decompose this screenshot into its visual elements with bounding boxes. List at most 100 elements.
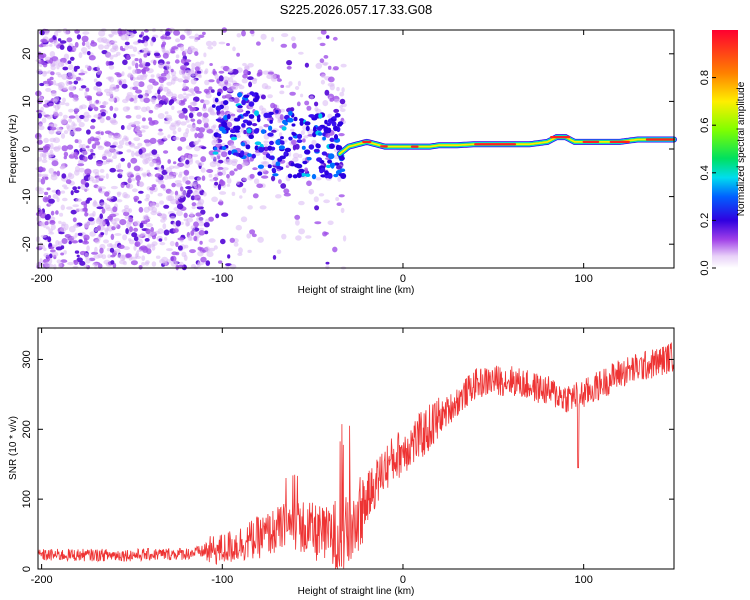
spectrogram-cell (151, 184, 157, 188)
spectrogram-cell (122, 192, 128, 199)
spectrogram-cell (166, 81, 173, 86)
spectrogram-cell (110, 233, 115, 240)
spectrogram-cell (272, 255, 277, 260)
spectrogram-cell (337, 176, 342, 182)
spectrogram-cell (72, 204, 79, 208)
spectrogram-cell (38, 44, 44, 48)
spectrogram-cell (302, 160, 308, 165)
spectrogram-cell (73, 189, 80, 194)
spectrogram-cell (332, 36, 338, 41)
spectrogram-cell (138, 181, 145, 187)
spectrogram-cell (164, 36, 172, 40)
spectrogram-cell (193, 86, 200, 93)
spectrogram-cell (109, 147, 115, 152)
spectrogram-cell (66, 37, 73, 43)
spectrogram-cell (258, 146, 264, 153)
spectrogram-cell (83, 202, 88, 209)
spectrogram-cell (42, 153, 47, 158)
spectrogram-cell (73, 224, 80, 228)
spectrogram-cell (60, 204, 65, 211)
spectrogram-cell (199, 60, 205, 65)
spectrogram-cell (284, 139, 288, 143)
spectrogram-cell (92, 137, 100, 142)
spectrogram-cell (144, 157, 150, 164)
spectrogram-cell (175, 241, 179, 247)
spectrogram-cell (328, 143, 335, 149)
spectrogram-cell (107, 215, 113, 221)
spectrogram-cell (304, 169, 308, 173)
spectrogram-cell (306, 180, 312, 187)
spectrogram-cell (62, 97, 66, 103)
spectrogram-cell (209, 178, 215, 182)
spectrogram-cell (109, 247, 115, 253)
spectrogram-cell (130, 260, 138, 266)
spectrogram-cell (324, 89, 330, 96)
spectrogram-cell (249, 229, 256, 235)
spectrogram-cell (142, 73, 148, 78)
spectrogram-cell (50, 90, 57, 97)
spectrogram-cell (82, 208, 87, 212)
spectrogram-cell (142, 117, 146, 122)
spectrogram-cell (42, 44, 49, 47)
spectrogram-cell (268, 125, 273, 131)
spectrogram-cell (300, 93, 304, 98)
spectrogram-cell (68, 131, 76, 136)
spectrogram-cell (160, 218, 166, 223)
spectrogram-cell (93, 106, 99, 112)
spectrogram-cell (281, 126, 287, 131)
spectrogram-cell (200, 256, 207, 263)
spectrogram-cell (233, 117, 241, 122)
spectrogram-cell (309, 95, 314, 99)
spectrogram-cell (198, 127, 205, 133)
spectrogram-cell (323, 62, 328, 66)
spectrogram-cell (170, 255, 177, 262)
spectrogram-cell (245, 144, 251, 150)
spectrogram-cell (211, 196, 219, 203)
spectrogram-cell (138, 190, 144, 194)
spectrogram-cell (86, 245, 90, 252)
spectrogram-cell (180, 156, 185, 163)
spectrogram-cell (73, 259, 79, 265)
spectrogram-cell (43, 247, 47, 252)
spectrogram-cell (162, 261, 168, 266)
spectrogram-cell (175, 38, 181, 43)
spectrogram-cell (336, 165, 342, 170)
spectrogram-cell (44, 83, 50, 87)
spectrogram-cell (245, 110, 251, 115)
spectrogram-cell (302, 138, 306, 143)
spectrogram-cell (88, 99, 93, 106)
spectrogram-cell (87, 96, 92, 100)
spectrogram-cell (289, 91, 296, 96)
spectrogram-cell (82, 31, 90, 35)
spectrogram-cell (82, 51, 88, 55)
spectrogram-cell (333, 108, 340, 113)
spectrogram-cell (185, 69, 191, 76)
spectrogram-cell (83, 237, 88, 244)
spectrogram-cell (40, 178, 46, 185)
spectrogram-cell (188, 47, 193, 54)
spectrogram-cell (194, 73, 202, 78)
spectrogram-cell (58, 111, 63, 117)
spectrogram-cell (141, 106, 148, 113)
spectrogram-cell (162, 223, 167, 230)
spectrogram-cell (340, 207, 345, 214)
spectrogram-cell (267, 94, 273, 99)
spectrogram-cell (61, 145, 68, 152)
spectrogram-cell (104, 227, 109, 232)
spectrogram-cell (338, 133, 345, 137)
spectrogram-cell (78, 52, 83, 59)
spectrogram-cell (197, 177, 202, 181)
spectrogram-cell (150, 226, 154, 233)
spectrogram-cell (327, 159, 333, 164)
spectrogram-cell (124, 45, 129, 50)
spectrogram-cell (241, 99, 247, 106)
spectrogram-cell (338, 194, 345, 198)
spectrogram-cell (132, 69, 138, 75)
spectrogram-cell (217, 166, 224, 170)
spectrogram-cell (105, 51, 111, 58)
spectrogram-cell (69, 87, 76, 91)
spectrogram-cell (329, 84, 335, 91)
spectrogram-cell (288, 110, 293, 116)
spectrogram-cell (260, 129, 266, 135)
spectrogram-cell (320, 167, 326, 173)
